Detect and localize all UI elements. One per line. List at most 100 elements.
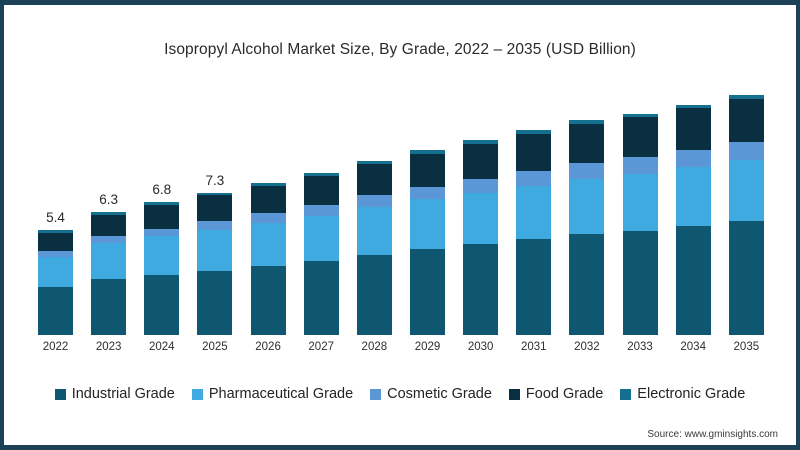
chart-title: Isopropyl Alcohol Market Size, By Grade,… [164,41,636,58]
legend-item[interactable]: Pharmaceutical Grade [191,386,354,402]
bar-segment [250,265,286,335]
bar-segment [569,234,605,335]
stacked-bar [303,173,339,335]
bar-segment [516,171,552,186]
legend-item[interactable]: Industrial Grade [54,386,175,402]
bar-segment [303,173,339,176]
bar-segment [38,256,73,288]
bar-segment [569,120,605,125]
bar-segment [463,244,499,335]
bar-segment [197,270,233,335]
legend-item[interactable]: Electronic Grade [620,386,745,402]
bar-segment [197,192,233,196]
bar-segment [675,149,711,168]
bar-column: 5.4 [38,91,73,335]
x-axis-tick-label: 2029 [414,341,441,353]
bar-column [463,91,499,335]
bar-column [675,91,711,335]
bar-segment [303,205,339,216]
bar-segment [728,160,764,221]
stacked-bar [569,120,605,335]
legend-label: Food Grade [525,386,604,402]
legend-item[interactable]: Cosmetic Grade [370,386,492,402]
stacked-bar [38,229,73,335]
bar-segment [38,229,73,233]
x-axis-tick-label: 2024 [148,341,175,353]
bar-segment [144,228,180,237]
bar-segment [197,195,233,221]
bar-segment [38,287,73,335]
legend-swatch-icon [370,388,382,400]
stacked-bar [250,182,286,335]
x-axis-tick-label: 2030 [467,341,494,353]
bar-segment [409,199,445,250]
bar-segment [728,220,764,335]
stacked-bar [356,161,392,335]
bar-segment [728,98,764,142]
legend-swatch-icon [54,388,66,400]
bar-segment [569,163,605,179]
bar-segment [463,139,499,144]
x-axis-tick-label: 2026 [255,341,281,353]
bar-segment [303,215,339,261]
bar-segment [144,236,180,276]
bar-segment [463,178,499,193]
x-axis-tick-label: 2035 [733,341,760,353]
x-axis-tick-label: 2033 [627,341,653,353]
x-axis-tick-label: 2034 [680,341,706,353]
bar-column [516,91,552,335]
chart-legend: Industrial Grade Pharmaceutical Grade Cosm… [4,386,796,402]
bar-segment [569,124,605,164]
bar-segment [463,192,499,245]
bar-segment [197,220,233,230]
plot-area: 5.4 6.3 6.8 7.3 [38,91,764,335]
bar-column: 7.3 [197,91,233,335]
bar-value-label: 6.8 [152,182,172,198]
bar-segment [250,213,286,223]
legend-item[interactable]: Food Grade [508,386,604,402]
legend-swatch-icon [620,388,632,400]
bar-segment [250,185,286,214]
legend-swatch-icon [508,388,520,400]
bar-segment [356,195,392,208]
bar-value-label: 7.3 [205,172,225,188]
x-axis-tick-label: 2023 [95,341,122,353]
bar-segment [356,161,392,165]
bar-column [303,91,339,335]
bar-value-label: 6.3 [99,192,119,208]
stacked-bar [675,104,711,335]
stacked-bar [728,94,764,335]
bar-segment [622,114,658,118]
x-axis-tick-label: 2025 [202,341,228,353]
stacked-bar [197,192,233,335]
bar-segment [409,249,445,335]
bar-segment [728,141,764,161]
stacked-bar [409,149,445,335]
bar-column: 6.8 [144,91,180,335]
legend-label: Pharmaceutical Grade [208,386,354,402]
bar-segment [516,133,552,172]
bar-segment [91,236,127,244]
bar-segment [675,225,711,335]
bar-segment [356,207,392,255]
bar-segment [409,186,445,200]
bar-segment [675,107,711,150]
legend-label: Industrial Grade [71,386,175,402]
x-axis-tick-label: 2022 [42,341,69,353]
bar-column [250,91,286,335]
bar-segment [144,205,180,229]
stacked-bar [91,212,127,335]
bar-segment [516,185,552,240]
bar-column [569,91,605,335]
legend-label: Electronic Grade [637,386,746,402]
bar-segment [303,260,339,335]
bar-column [356,91,392,335]
legend-swatch-icon [191,388,203,400]
x-axis-tick-label: 2032 [574,341,600,353]
x-axis-tick-label: 2031 [520,341,547,353]
bar-column [622,91,658,335]
source-note: Source: www.gminsights.com [647,429,778,440]
bar-segment [622,230,658,335]
x-axis-tick-labels: 2022 2023 2024 2025 2026 2027 2028 2029 2030 2031… [38,341,764,359]
